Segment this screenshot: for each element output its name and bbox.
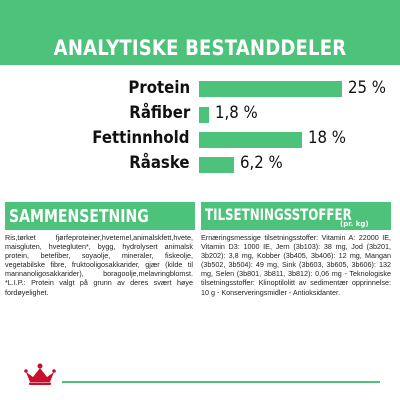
additives-title: TILSETNINGSSTOFFER: [205, 205, 352, 224]
nutrient-value-fettinnhold: 18 %: [307, 128, 346, 148]
nutrient-bar-rafiber: [199, 107, 210, 123]
nutrient-label-protein: Protein: [128, 78, 190, 98]
additives-subtitle: (pr. kg): [340, 220, 369, 228]
header-banner: [0, 0, 400, 65]
nutrient-label-raaske: Råaske: [129, 153, 190, 173]
nutrient-value-rafiber: 1,8 %: [215, 103, 259, 123]
composition-title: SAMMENSETNING: [9, 206, 149, 227]
composition-text: Ris,tørket fjørfeproteiner,hvetemel,anim…: [5, 233, 193, 297]
additives-header: [201, 202, 391, 230]
composition-header: [5, 202, 195, 230]
nutrient-bar-protein: [199, 81, 342, 97]
nutrient-bar-fettinnhold: [199, 132, 302, 148]
nutrient-bar-raaske: [199, 157, 235, 173]
additives-text: Ernæringsmessige tilsetningsstoffer: Vit…: [201, 233, 391, 297]
royal-canin-crown-logo: [24, 363, 56, 385]
nutrient-label-fettinnhold: Fettinnhold: [92, 128, 190, 148]
nutrient-value-protein: 25 %: [348, 78, 387, 98]
nutrient-value-raaske: 6,2 %: [240, 153, 284, 173]
footer-divider: [62, 381, 380, 383]
page-title: ANALYTISKE BESTANDDELER: [53, 36, 347, 60]
nutrient-label-rafiber: Råfiber: [129, 103, 190, 123]
